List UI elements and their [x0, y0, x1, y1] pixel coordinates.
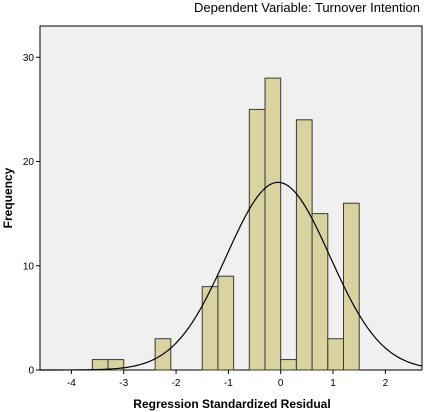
y-axis-label: Frequency — [1, 167, 15, 228]
y-tick-label: 0 — [28, 366, 34, 377]
y-tick-label: 20 — [23, 157, 35, 168]
chart-title: Dependent Variable: Turnover Intention — [194, 0, 420, 15]
histogram-bar — [217, 275, 235, 371]
histogram-bar — [311, 213, 329, 371]
y-tick-label: 10 — [23, 261, 35, 272]
x-axis-label: Regression Standardized Residual — [133, 397, 330, 411]
x-tick-label: -4 — [67, 378, 76, 389]
y-tick-label: 30 — [23, 53, 35, 64]
normal-curve — [39, 181, 423, 371]
histogram-bar — [248, 108, 266, 371]
histogram-bar — [264, 77, 282, 371]
histogram-bar — [295, 119, 313, 371]
histogram-bar — [327, 338, 345, 371]
x-tick-label: -3 — [119, 378, 128, 389]
bars-group — [91, 77, 360, 371]
histogram-bar — [107, 359, 125, 371]
x-tick-label: 1 — [330, 378, 336, 389]
histogram-bar — [280, 359, 297, 371]
histogram-bar — [343, 202, 360, 371]
x-axis-ticks: -4 -3 -2 -1 0 1 2 — [67, 370, 389, 389]
x-tick-label: -1 — [224, 378, 233, 389]
histogram-bar — [91, 359, 109, 371]
x-tick-label: -2 — [172, 378, 181, 389]
histogram-bar — [201, 286, 219, 371]
y-axis-ticks: 0 10 20 30 — [23, 53, 40, 377]
x-tick-label: 0 — [278, 378, 284, 389]
x-tick-label: 2 — [383, 378, 389, 389]
